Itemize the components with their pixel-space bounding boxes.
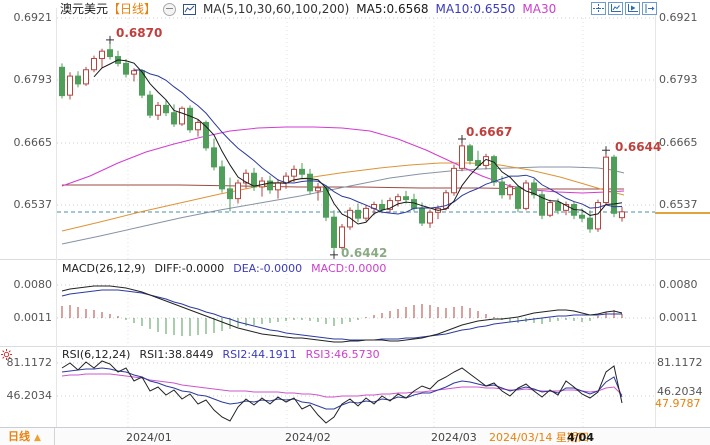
rsi-axis-right-1: 46.2034	[657, 385, 703, 398]
price-axis-left-2: 0.6665	[13, 136, 53, 149]
ma-indicator-icon[interactable]	[183, 3, 197, 15]
ma10-line	[133, 69, 623, 215]
macd-axis-right-1: 0.0011	[659, 311, 698, 324]
ma10-value: MA10:0.6550	[435, 2, 516, 16]
ma200-line	[61, 166, 625, 245]
month-label-mar: 2024/03	[431, 431, 477, 444]
chart-header: 澳元美元【日线】 MA(5,10,30,60,100,200) MA5:0.65…	[60, 2, 556, 16]
chart-toolbar	[591, 2, 657, 15]
rsi-header: RSI(6,12,24) RSI1:38.8449 RSI2:44.1911 R…	[62, 349, 380, 361]
rsi-axis-left-0: 81.1172	[6, 356, 53, 369]
price-axis-left-1: 0.6793	[13, 73, 53, 86]
macd-dea-line	[61, 289, 622, 341]
price-axis-right-0: 0.6921	[659, 11, 698, 24]
period-up-arrow-icon: ▲	[34, 433, 41, 443]
period-selector-label: 日线	[8, 430, 30, 443]
play-forward-icon	[628, 4, 638, 12]
exit-icon	[645, 4, 655, 13]
price-axis-right-3: 0.6537	[659, 198, 698, 211]
rsi1-value: RSI1:38.8449	[139, 348, 214, 361]
price-axis-left-0: 0.6921	[13, 11, 53, 24]
price-axis-right-2: 0.6665	[659, 136, 698, 149]
crosshair-icon	[593, 4, 604, 13]
annotation-high-mar: 0.6667	[466, 125, 513, 139]
play-forward-button[interactable]	[625, 2, 640, 15]
annotation-low-feb: 0.6442	[341, 246, 388, 260]
axis-scale-icon	[611, 4, 621, 12]
rsi1-line	[61, 360, 623, 424]
rsi2-value: RSI2:44.1911	[222, 348, 297, 361]
axis-scale-button[interactable]	[608, 2, 623, 15]
annotation-high-dec: 0.6870	[116, 26, 163, 40]
period-selector[interactable]: 日线 ▲	[0, 428, 55, 445]
macd-axis-right-0: 0.0080	[659, 278, 698, 291]
ma-settings-label: MA(5,10,30,60,100,200)	[203, 2, 350, 16]
macd-header: MACD(26,12,9) DIFF:-0.0000 DEA:-0.0000 M…	[62, 263, 386, 275]
rsi-axis-left-1: 46.2034	[6, 389, 53, 402]
rsi-current-value-tag: 47.9787	[655, 397, 701, 410]
macd-axis-left-0: 0.0080	[13, 278, 53, 291]
last-date-label: 4/04	[567, 431, 594, 444]
ma30-line	[61, 126, 625, 194]
ma100-line	[61, 162, 625, 232]
price-axis-right-1: 0.6793	[659, 73, 698, 86]
price-axis-left-3: 0.6537	[13, 198, 53, 211]
rsi-settings-icon[interactable]	[1, 349, 12, 360]
symbol-title: 澳元美元	[60, 2, 109, 16]
rsi-axis-right-0: 81.1172	[657, 356, 703, 369]
exit-chart-button[interactable]	[642, 2, 657, 15]
macd-value: MACD:0.0000	[311, 262, 387, 275]
macd-dea-value: DEA:-0.0000	[233, 262, 303, 275]
ma5-value: MA5:0.6568	[356, 2, 429, 16]
collapse-icon[interactable]	[163, 2, 177, 16]
time-axis-bar: 日线 ▲ 2024/01 2024/02 2024/03 2024/03/14 星…	[0, 427, 710, 445]
rsi3-value: RSI3:46.5730	[305, 348, 380, 361]
month-label-jan: 2024/01	[126, 431, 172, 444]
macd-histogram	[61, 304, 623, 336]
rsi2-line	[61, 367, 623, 410]
rsi-title: RSI(6,12,24)	[62, 348, 131, 361]
ma30-value: MA30	[522, 2, 557, 16]
ma5-line	[93, 59, 623, 225]
selected-date-label: 2024/03/14 星期四	[489, 431, 589, 444]
rsi3-line	[61, 373, 623, 398]
ma60-line	[62, 184, 624, 190]
macd-diff-value: DIFF:-0.0000	[154, 262, 225, 275]
period-label: 【日线】	[108, 2, 157, 16]
macd-diff-line	[61, 285, 623, 343]
annotation-high-apr: 0.6644	[615, 140, 662, 154]
macd-title: MACD(26,12,9)	[62, 262, 146, 275]
candles-group	[59, 42, 625, 252]
month-label-feb: 2024/02	[285, 431, 331, 444]
crosshair-tool-button[interactable]	[591, 2, 606, 15]
macd-axis-left-1: 0.0011	[13, 311, 53, 324]
